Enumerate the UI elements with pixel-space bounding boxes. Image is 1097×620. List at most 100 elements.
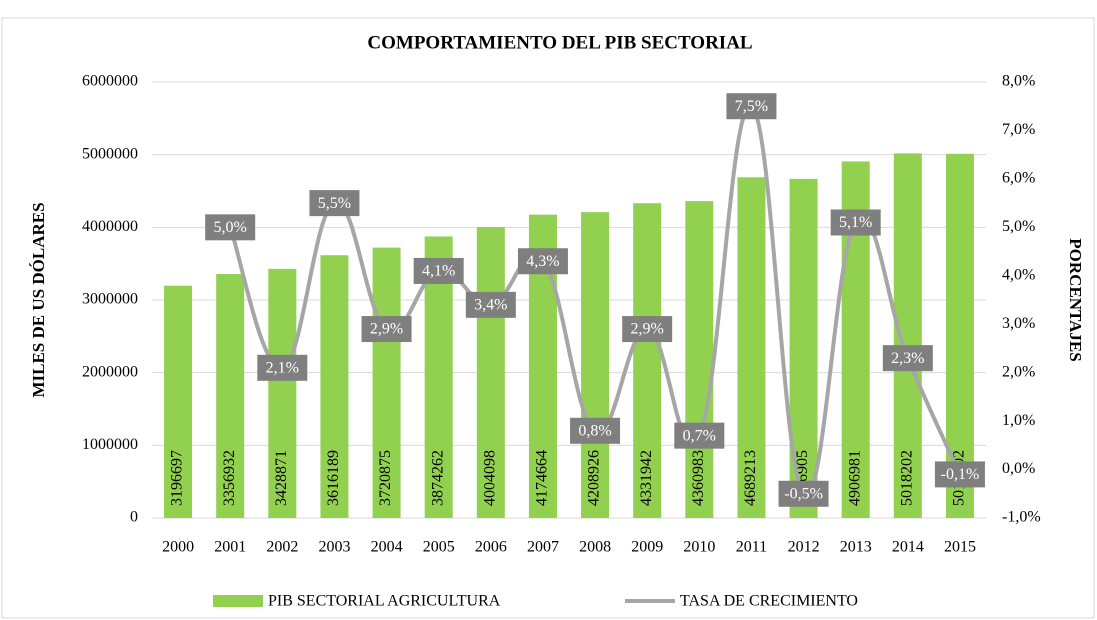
x-tick-label: 2011 xyxy=(736,539,767,556)
bar xyxy=(581,212,610,519)
data-label-text: 0,7% xyxy=(683,427,716,444)
bar-value-label: 3616189 xyxy=(325,450,342,506)
y-tick-label: 1000000 xyxy=(82,436,138,453)
data-label: 4,3% xyxy=(517,248,568,275)
data-label-text: 2,1% xyxy=(266,359,299,376)
x-tick-label: 2005 xyxy=(423,539,455,556)
y-tick-label: 0 xyxy=(130,509,138,526)
data-label-text: 4,1% xyxy=(422,263,455,280)
data-label-box xyxy=(309,190,360,217)
bar xyxy=(216,274,245,518)
x-tick-label: 2003 xyxy=(318,539,350,556)
bar-value-label: 4004098 xyxy=(481,450,498,506)
data-label: 5,1% xyxy=(830,209,881,236)
bar-value-label: 4689213 xyxy=(742,450,759,506)
data-label-box xyxy=(465,291,516,318)
y2-tick-label: 5,0% xyxy=(1002,218,1035,235)
y-tick-label: 2000000 xyxy=(82,363,138,380)
data-label: 2,9% xyxy=(361,316,412,343)
data-label-text: 5,0% xyxy=(214,219,247,236)
bar xyxy=(372,247,401,519)
data-label: 5,0% xyxy=(205,214,256,241)
data-label-text: 7,5% xyxy=(735,98,768,115)
data-label-box xyxy=(257,354,308,381)
x-tick-label: 2000 xyxy=(162,539,194,556)
data-label-text: 4,3% xyxy=(526,253,559,270)
bar-value-label: 4906981 xyxy=(846,450,863,506)
y2-tick-label: 4,0% xyxy=(1002,266,1035,283)
y2-tick-label: 3,0% xyxy=(1002,315,1035,332)
data-label-text: 5,1% xyxy=(839,214,872,231)
y2-tick-label: 6,0% xyxy=(1002,170,1035,187)
bar-value-label: 4360983 xyxy=(690,450,707,506)
legend-label: TASA DE CRECIMIENTO xyxy=(680,593,858,610)
chart-title: COMPORTAMIENTO DEL PIB SECTORIAL xyxy=(367,32,752,53)
data-label-box xyxy=(830,209,881,236)
data-label-text: 0,8% xyxy=(578,422,611,439)
data-label-box xyxy=(622,316,673,343)
y2-tick-label: 8,0% xyxy=(1002,73,1035,90)
bar xyxy=(476,227,505,519)
x-tick-label: 2014 xyxy=(892,539,924,556)
y2-tick-label: 2,0% xyxy=(1002,363,1035,380)
x-tick-label: 2010 xyxy=(683,539,715,556)
bar xyxy=(320,255,349,518)
bar xyxy=(685,201,714,518)
data-label-box xyxy=(934,461,985,488)
y-tick-label: 3000000 xyxy=(82,291,138,308)
bar-value-label: 4174664 xyxy=(534,450,551,506)
data-label-text: 2,9% xyxy=(631,321,664,338)
data-label: 7,5% xyxy=(726,93,777,120)
data-label-box xyxy=(570,417,621,444)
x-tick-label: 2009 xyxy=(631,539,663,556)
data-label: 4,1% xyxy=(413,257,464,284)
bar xyxy=(737,177,766,518)
bar-value-label: 4331942 xyxy=(638,450,655,506)
data-label-box xyxy=(361,316,412,343)
data-label: 2,9% xyxy=(622,316,673,343)
bar-value-label: 3196697 xyxy=(169,450,186,506)
data-label-box xyxy=(882,345,933,372)
x-tick-label: 2004 xyxy=(371,539,403,556)
x-tick-label: 2002 xyxy=(266,539,298,556)
data-label: -0,5% xyxy=(778,480,829,507)
data-label-box xyxy=(674,422,725,449)
legend-label: PIB SECTORIAL AGRICULTURA xyxy=(268,593,501,610)
y2-tick-label: 7,0% xyxy=(1002,121,1035,138)
data-label-box xyxy=(413,257,464,284)
data-label-text: 2,9% xyxy=(370,321,403,338)
y2-tick-label: 1,0% xyxy=(1002,412,1035,429)
y2-tick-label: -1,0% xyxy=(1002,509,1041,526)
data-label-text: -0,1% xyxy=(941,466,980,483)
data-label: 5,5% xyxy=(309,190,360,217)
data-label: 0,8% xyxy=(570,417,621,444)
bar xyxy=(268,268,297,518)
data-label: -0,1% xyxy=(934,461,985,488)
data-label-box xyxy=(726,93,777,120)
bar-value-label: 3874262 xyxy=(429,450,446,506)
x-tick-label: 2007 xyxy=(527,539,559,556)
y-tick-label: 6000000 xyxy=(82,73,138,90)
data-label-box xyxy=(778,480,829,507)
bar-value-label: 3356932 xyxy=(221,450,238,506)
bar xyxy=(633,203,662,518)
y-axis-label: MILES DE US DÓLARES xyxy=(29,202,48,397)
x-tick-label: 2013 xyxy=(840,539,872,556)
bar-value-label: 3428871 xyxy=(273,450,290,506)
bar xyxy=(164,285,193,518)
data-label-box xyxy=(205,214,256,241)
legend-swatch xyxy=(213,595,263,607)
y-tick-label: 5000000 xyxy=(82,145,138,162)
y2-tick-label: 0,0% xyxy=(1002,460,1035,477)
data-label-text: -0,5% xyxy=(784,485,823,502)
bar-value-label: 3720875 xyxy=(377,450,394,506)
data-label: 2,1% xyxy=(257,354,308,381)
data-label: 3,4% xyxy=(465,291,516,318)
x-tick-label: 2008 xyxy=(579,539,611,556)
x-tick-label: 2012 xyxy=(788,539,820,556)
y-tick-label: 4000000 xyxy=(82,218,138,235)
data-label-box xyxy=(517,248,568,275)
y2-axis-label: PORCENTAJES xyxy=(1066,238,1085,361)
x-tick-label: 2001 xyxy=(214,539,246,556)
